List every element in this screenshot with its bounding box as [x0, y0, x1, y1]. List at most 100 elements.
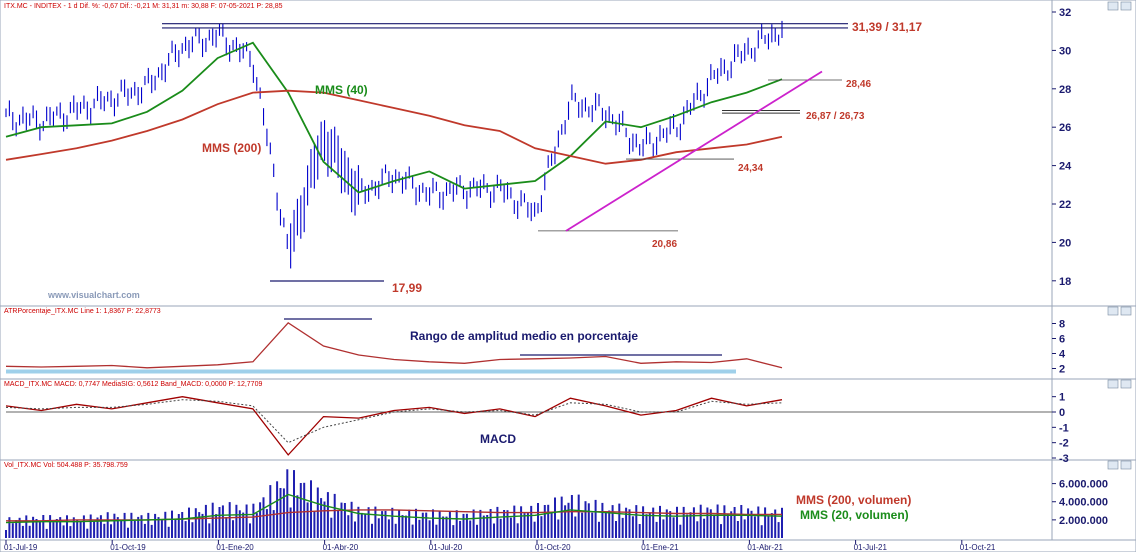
volume-bar	[703, 518, 706, 538]
volume-bar	[679, 524, 682, 538]
volume-bar	[343, 503, 346, 538]
volume-bar	[215, 514, 218, 538]
volume-bar	[428, 520, 431, 538]
volume-bar	[482, 515, 485, 538]
volume-bar	[438, 510, 441, 538]
volume-bar	[730, 511, 733, 538]
volume-bar	[462, 513, 465, 538]
close-icon[interactable]	[1120, 306, 1132, 316]
volume-bar	[8, 517, 11, 538]
volume-bar	[66, 515, 68, 538]
window-controls[interactable]	[1107, 1, 1132, 470]
x-tick-label: 01-Oct-19	[110, 543, 146, 552]
volume-bar	[720, 524, 722, 538]
volume-bar	[726, 514, 729, 538]
volume-bar	[303, 482, 306, 538]
volume-bar	[371, 523, 373, 538]
volume-bar	[767, 515, 770, 538]
volume-bar	[62, 525, 65, 538]
volume-bar	[526, 512, 529, 538]
x-tick-label: 01-Abr-20	[323, 543, 359, 552]
y-tick-label: 6.000.000	[1059, 479, 1108, 491]
volume-bar	[238, 510, 241, 538]
chart-marks	[5, 20, 1052, 538]
x-tick-label: 01-Jul-21	[854, 543, 888, 552]
y-tick-label: 4.000.000	[1059, 497, 1108, 509]
volume-bar	[736, 521, 739, 538]
volume-bar	[160, 519, 163, 538]
volume-bar	[445, 516, 448, 538]
annotation-mms200: MMS (200)	[202, 141, 261, 155]
volume-bar	[696, 521, 699, 538]
minimize-icon[interactable]	[1107, 460, 1119, 470]
volume-bar	[143, 523, 146, 538]
volume-bar	[489, 509, 492, 538]
volume-bar	[154, 513, 157, 538]
volume-bar	[499, 518, 502, 538]
volume-bar	[265, 509, 268, 538]
volume-bar	[584, 501, 587, 538]
annotation-mms40: MMS (40)	[315, 83, 368, 97]
volume-bar	[11, 523, 14, 538]
volume-header: Vol_ITX.MC Vol: 504.488 P: 35.798.759	[4, 462, 128, 469]
volume-bar	[652, 507, 655, 538]
volume-bar	[364, 513, 367, 538]
volume-bar	[455, 510, 458, 538]
volume-bar	[662, 519, 665, 538]
volume-bar	[367, 507, 370, 538]
volume-bar	[713, 515, 716, 538]
volume-bar	[743, 519, 746, 538]
x-tick-label: 01-Jul-20	[429, 543, 463, 552]
volume-bar	[157, 517, 160, 538]
volume-bar	[116, 517, 119, 538]
close-icon[interactable]	[1120, 460, 1132, 470]
volume-bar	[38, 521, 41, 538]
ma-line-2	[5, 89, 783, 165]
volume-bar	[93, 521, 96, 538]
volume-bar	[259, 502, 262, 538]
minimize-icon[interactable]	[1107, 306, 1119, 316]
volume-bar	[394, 523, 397, 538]
volume-bar	[123, 512, 126, 538]
volume-bar	[140, 515, 143, 538]
volume-bar	[184, 521, 187, 538]
volume-bar	[479, 509, 482, 538]
volume-bar	[753, 516, 756, 538]
volume-bar	[692, 507, 695, 538]
volume-bar	[557, 519, 560, 538]
volume-bar	[69, 526, 72, 538]
annotation-low-1: 17,99	[392, 281, 422, 295]
volume-bar	[113, 513, 116, 538]
y-tick-label: 26	[1059, 122, 1071, 134]
volume-bar	[676, 506, 678, 538]
macd-title: MACD	[480, 432, 516, 446]
volume-bar	[411, 524, 414, 538]
volume-bar	[201, 513, 204, 538]
volume-bar	[740, 505, 743, 538]
y-tick-label: 8	[1059, 319, 1065, 331]
volume-bar	[55, 519, 58, 538]
volume-bar	[669, 511, 672, 538]
close-icon[interactable]	[1120, 379, 1132, 389]
volume-bar	[299, 483, 302, 538]
volume-bar	[232, 520, 234, 538]
volume-bar	[598, 521, 600, 538]
volume-bar	[398, 509, 401, 538]
minimize-icon[interactable]	[1107, 379, 1119, 389]
close-icon[interactable]	[1120, 1, 1132, 11]
volume-bar	[137, 516, 140, 538]
volume-bar	[550, 512, 553, 538]
volume-bar	[760, 525, 763, 538]
volume-bar	[249, 523, 251, 538]
minimize-icon[interactable]	[1107, 1, 1119, 11]
volume-bar	[493, 523, 495, 538]
volume-bar	[177, 514, 180, 538]
volume-bar	[133, 521, 136, 538]
panel-frame	[0, 459, 1136, 552]
volume-bar	[689, 512, 692, 538]
volume-bar	[354, 521, 356, 538]
price-bars	[5, 20, 783, 269]
volume-bar	[252, 503, 255, 538]
volume-bar	[191, 522, 194, 538]
volume-bar	[320, 498, 323, 538]
